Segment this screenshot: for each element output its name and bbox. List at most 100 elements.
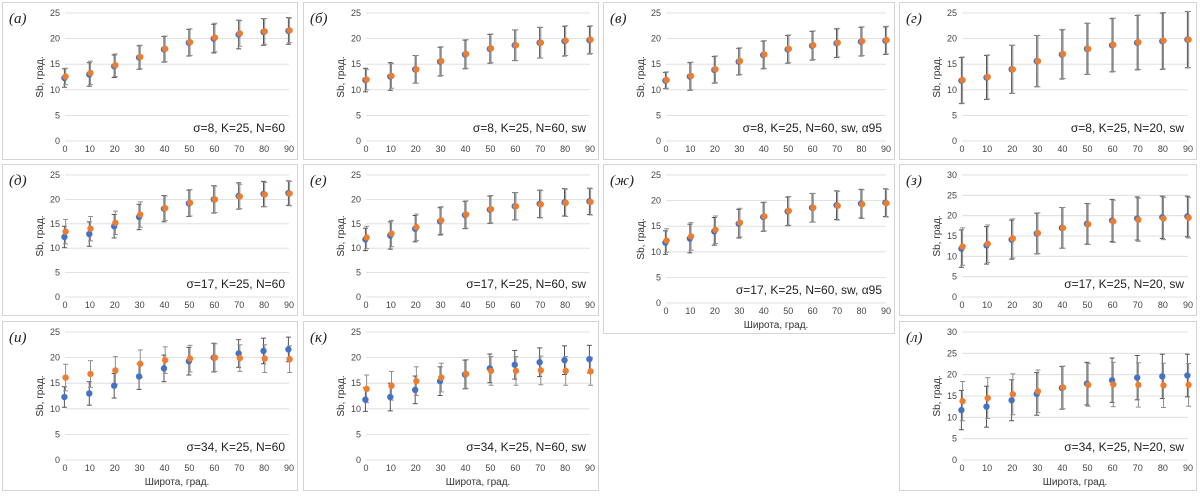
x-tick-label: 0: [959, 300, 964, 310]
x-tick-label: 70: [832, 306, 842, 316]
data-point: [562, 199, 569, 207]
y-tick-label: 20: [351, 353, 361, 363]
data-point: [413, 224, 420, 231]
x-axis-label: Широта, град.: [145, 477, 210, 488]
chart-panel-g: 0 5 10 15 20 25 0 10 20 30 40 50 60 70 80 90 Sb, град. (г…: [899, 2, 1197, 160]
x-tick-label: 0: [363, 300, 368, 310]
chart-svg-g: 0 5 10 15 20 25 0 10 20 30 40 50 60 70 80 90 Sb, град. (г…: [906, 8, 1193, 154]
x-tick-label: 70: [234, 463, 244, 473]
x-tick-label: 30: [1032, 144, 1042, 154]
x-tick-label: 60: [209, 300, 219, 310]
data-point: [959, 397, 966, 405]
data-point: [587, 198, 594, 206]
series-2: [960, 196, 1192, 266]
x-axis-label: Широта, град.: [744, 320, 809, 331]
data-point: [663, 76, 670, 84]
x-tick-label: 10: [85, 144, 95, 154]
y-tick-label: 15: [651, 59, 661, 69]
data-point: [663, 237, 670, 244]
x-tick-label: 80: [857, 306, 867, 316]
x-tick-label: 30: [135, 463, 145, 473]
chart-svg-v: 0 5 10 15 20 25 0 10 20 30 40 50 60 70 80 90 Sb, град. (в…: [610, 8, 891, 154]
series-1: [662, 26, 888, 91]
y-tick-label: 25: [651, 8, 661, 18]
x-tick-label: 40: [461, 144, 471, 154]
y-tick-label: 25: [50, 8, 60, 18]
x-tick-label: 40: [461, 300, 471, 310]
data-point: [761, 51, 768, 58]
x-tick-label: 80: [857, 144, 867, 154]
y-tick-label: 30: [947, 327, 957, 337]
data-point: [285, 346, 292, 353]
x-tick-label: 80: [560, 300, 570, 310]
x-tick-label: 40: [1057, 144, 1067, 154]
x-tick-label: 70: [234, 144, 244, 154]
x-tick-label: 30: [734, 144, 744, 154]
data-point: [883, 36, 890, 44]
data-point: [983, 403, 990, 410]
series-2: [960, 10, 1192, 104]
data-point: [186, 199, 194, 207]
x-tick-label: 60: [510, 463, 520, 473]
y-tick-label: 10: [947, 251, 957, 261]
y-tick-label: 10: [947, 85, 957, 95]
data-point: [810, 204, 817, 211]
x-tick-label: 20: [110, 144, 120, 154]
x-tick-label: 90: [284, 300, 294, 310]
y-tick-label: 5: [952, 110, 957, 120]
data-point: [260, 347, 267, 355]
data-point: [1160, 382, 1167, 389]
data-point: [587, 36, 594, 43]
series-1: [362, 25, 592, 93]
x-tick-label: 20: [710, 306, 720, 316]
data-point: [62, 374, 69, 381]
y-tick-label: 5: [656, 110, 661, 120]
x-tick-label: 90: [585, 300, 595, 310]
data-point: [984, 240, 991, 247]
series-2: [960, 361, 1192, 422]
data-point: [261, 28, 268, 35]
x-tick-label: 60: [1108, 463, 1118, 473]
chart-panel-i: 0 5 10 15 20 25 0 10 20 30 40 50 60 70 80 90 Sb, град. Ши…: [2, 321, 298, 491]
y-tick-label: 0: [55, 136, 60, 146]
x-tick-label: 30: [734, 306, 744, 316]
chart-svg-a: 0 5 10 15 20 25 0 10 20 30 40 50 60 70 80 90 Sb, град. (а…: [9, 8, 294, 154]
y-tick-label: 20: [947, 370, 957, 380]
series-2: [364, 355, 594, 404]
x-tick-label: 20: [411, 463, 421, 473]
data-point: [587, 368, 594, 375]
y-tick-label: 15: [351, 219, 361, 229]
data-point: [1135, 381, 1142, 389]
x-tick-label: 80: [1158, 300, 1168, 310]
series-2: [364, 25, 594, 91]
x-tick-label: 60: [1108, 300, 1118, 310]
data-point: [687, 72, 695, 80]
y-tick-label: 20: [651, 196, 661, 206]
y-tick-label: 5: [656, 272, 661, 282]
y-tick-label: 0: [356, 292, 361, 302]
x-tick-label: 50: [783, 306, 793, 316]
x-tick-label: 40: [160, 463, 170, 473]
data-point: [761, 213, 768, 220]
x-tick-label: 30: [1032, 463, 1042, 473]
x-tick-label: 20: [1007, 463, 1017, 473]
x-tick-label: 90: [881, 306, 891, 316]
data-point: [161, 45, 169, 53]
x-axis-label: Широта, град.: [446, 477, 511, 488]
data-point: [487, 205, 495, 213]
panel-label: (д): [9, 173, 27, 189]
data-point: [1185, 214, 1192, 221]
data-point: [438, 57, 445, 65]
data-point: [387, 393, 394, 401]
data-point: [785, 45, 793, 53]
data-point: [562, 367, 569, 375]
x-tick-label: 80: [560, 144, 570, 154]
data-point: [1184, 372, 1191, 379]
y-axis-label: Sb, град.: [636, 56, 647, 97]
x-tick-label: 90: [284, 144, 294, 154]
panel-label: (в): [610, 11, 627, 27]
y-axis-label: Sb, град.: [35, 56, 46, 97]
y-tick-label: 15: [947, 59, 957, 69]
x-tick-label: 50: [485, 463, 495, 473]
y-tick-label: 5: [952, 434, 957, 444]
